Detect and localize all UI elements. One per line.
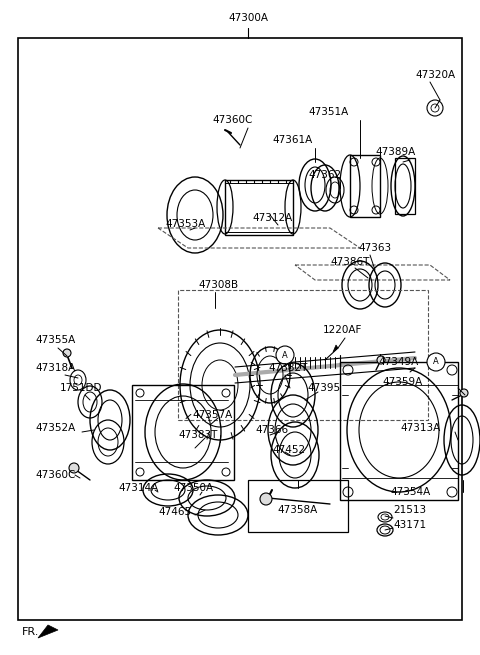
Polygon shape xyxy=(38,625,58,638)
Circle shape xyxy=(69,463,79,473)
Circle shape xyxy=(276,346,294,364)
Text: 47354A: 47354A xyxy=(390,487,430,497)
Bar xyxy=(178,290,428,420)
Circle shape xyxy=(460,389,468,397)
Bar xyxy=(350,155,380,217)
Text: 47352A: 47352A xyxy=(35,423,75,433)
Text: 1751DD: 1751DD xyxy=(60,383,103,393)
Circle shape xyxy=(427,353,445,371)
Text: 47349A: 47349A xyxy=(378,357,418,367)
Text: 47300A: 47300A xyxy=(228,13,268,23)
Text: A: A xyxy=(433,358,439,367)
Circle shape xyxy=(377,356,385,364)
Bar xyxy=(225,180,293,235)
Text: 47318A: 47318A xyxy=(35,363,75,373)
Text: 47363: 47363 xyxy=(358,243,391,253)
Text: 47382T: 47382T xyxy=(268,363,307,373)
Text: 47452: 47452 xyxy=(272,445,305,455)
Bar xyxy=(18,38,462,620)
Text: 47312A: 47312A xyxy=(252,213,292,223)
Text: 47395: 47395 xyxy=(307,383,340,393)
Text: 47361A: 47361A xyxy=(272,135,312,145)
Text: 47308B: 47308B xyxy=(198,280,238,290)
Text: 47383T: 47383T xyxy=(178,430,217,440)
Text: 43171: 43171 xyxy=(393,520,426,530)
Text: 47351A: 47351A xyxy=(308,107,348,117)
Text: 47313A: 47313A xyxy=(400,423,440,433)
Text: 47465: 47465 xyxy=(158,507,191,517)
Text: 47314A: 47314A xyxy=(118,483,158,493)
Text: 47353A: 47353A xyxy=(165,219,205,229)
Text: 21513: 21513 xyxy=(393,505,426,515)
Polygon shape xyxy=(333,345,338,352)
Bar xyxy=(248,480,348,532)
Text: 47360C: 47360C xyxy=(212,115,252,125)
Bar xyxy=(395,158,415,214)
Text: 47362: 47362 xyxy=(308,170,341,180)
Text: 47357A: 47357A xyxy=(192,410,232,420)
Text: 47355A: 47355A xyxy=(35,335,75,345)
Circle shape xyxy=(260,493,272,505)
Text: FR.: FR. xyxy=(22,627,39,637)
Text: 47358A: 47358A xyxy=(278,505,318,515)
Text: 47320A: 47320A xyxy=(415,70,455,80)
Text: A: A xyxy=(282,350,288,360)
Text: 47386T: 47386T xyxy=(330,257,370,267)
Text: 47366: 47366 xyxy=(255,425,288,435)
Text: 47350A: 47350A xyxy=(173,483,213,493)
Text: 1220AF: 1220AF xyxy=(323,325,362,335)
Bar xyxy=(340,362,458,500)
Circle shape xyxy=(63,349,71,357)
Text: 47360C: 47360C xyxy=(35,470,75,480)
Text: 47389A: 47389A xyxy=(375,147,415,157)
Text: 47359A: 47359A xyxy=(382,377,422,387)
Bar xyxy=(132,385,234,480)
